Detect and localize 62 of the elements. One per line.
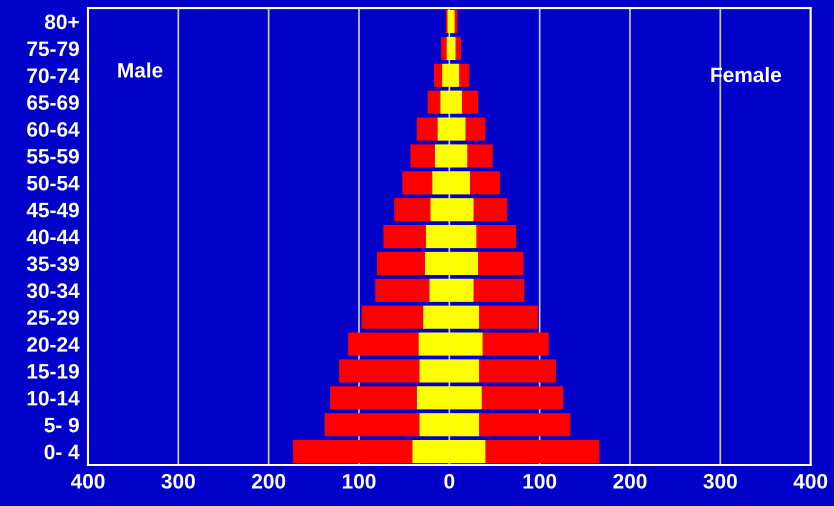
bar <box>485 440 600 464</box>
bar <box>467 144 493 168</box>
y-tick-label: 0- 4 <box>44 444 80 460</box>
bar <box>383 225 426 248</box>
y-tick-label: 5- 9 <box>44 418 79 432</box>
y-tick-label: 80+ <box>44 14 79 30</box>
bar <box>449 36 456 60</box>
y-tick-label: 55-59 <box>27 148 79 164</box>
bar <box>479 413 570 436</box>
y-tick-label: 10-14 <box>28 390 80 406</box>
bar <box>330 386 417 410</box>
x-tick-label: 0 <box>444 474 454 489</box>
bar <box>348 332 419 356</box>
bar <box>416 117 438 141</box>
bar <box>482 332 549 356</box>
bar <box>441 36 447 60</box>
bar <box>476 225 516 248</box>
bar <box>410 144 435 168</box>
y-tick-label: 65-69 <box>27 95 79 110</box>
x-tick-label: 100 <box>342 474 376 489</box>
bar <box>479 359 556 382</box>
bar <box>459 64 470 87</box>
bar <box>428 90 440 114</box>
bar <box>377 252 425 275</box>
x-tick-label: 300 <box>703 474 737 489</box>
y-tick-label: 15-19 <box>28 364 79 379</box>
y-tick-label: 20-24 <box>27 337 80 352</box>
bar <box>474 198 508 222</box>
y-tick-label: 50-54 <box>27 176 80 191</box>
y-tick-label: 45-49 <box>26 202 79 218</box>
x-tick-label: 200 <box>252 474 286 489</box>
x-tick-label: 100 <box>524 474 556 489</box>
bar <box>454 10 458 34</box>
bar <box>478 252 524 275</box>
bar <box>362 306 424 329</box>
x-tick-label: 200 <box>613 474 647 489</box>
bar <box>470 171 500 194</box>
bar <box>375 278 430 302</box>
bar <box>449 10 455 34</box>
bar <box>456 36 462 60</box>
bar <box>466 117 486 141</box>
bar <box>482 386 564 410</box>
annotation: Male <box>118 62 162 78</box>
x-tick-label: 300 <box>161 474 195 489</box>
bar <box>479 306 538 329</box>
bar <box>324 413 420 436</box>
y-tick-label: 35-39 <box>26 256 79 272</box>
bar <box>474 278 524 302</box>
x-tick-label: 400 <box>70 474 105 489</box>
bar <box>402 171 432 194</box>
y-tick-label: 70-74 <box>27 68 80 84</box>
y-tick-label: 60-64 <box>27 122 80 137</box>
bar <box>293 440 412 464</box>
y-tick-label: 25-29 <box>27 310 79 325</box>
bar <box>394 198 430 222</box>
bar <box>434 64 442 87</box>
bar <box>339 359 420 382</box>
bar <box>462 90 478 114</box>
y-tick-label: 40-44 <box>26 230 80 244</box>
y-tick-label: 75-79 <box>27 41 79 56</box>
x-tick-label: 400 <box>794 474 828 489</box>
y-tick-label: 30-34 <box>26 283 80 298</box>
